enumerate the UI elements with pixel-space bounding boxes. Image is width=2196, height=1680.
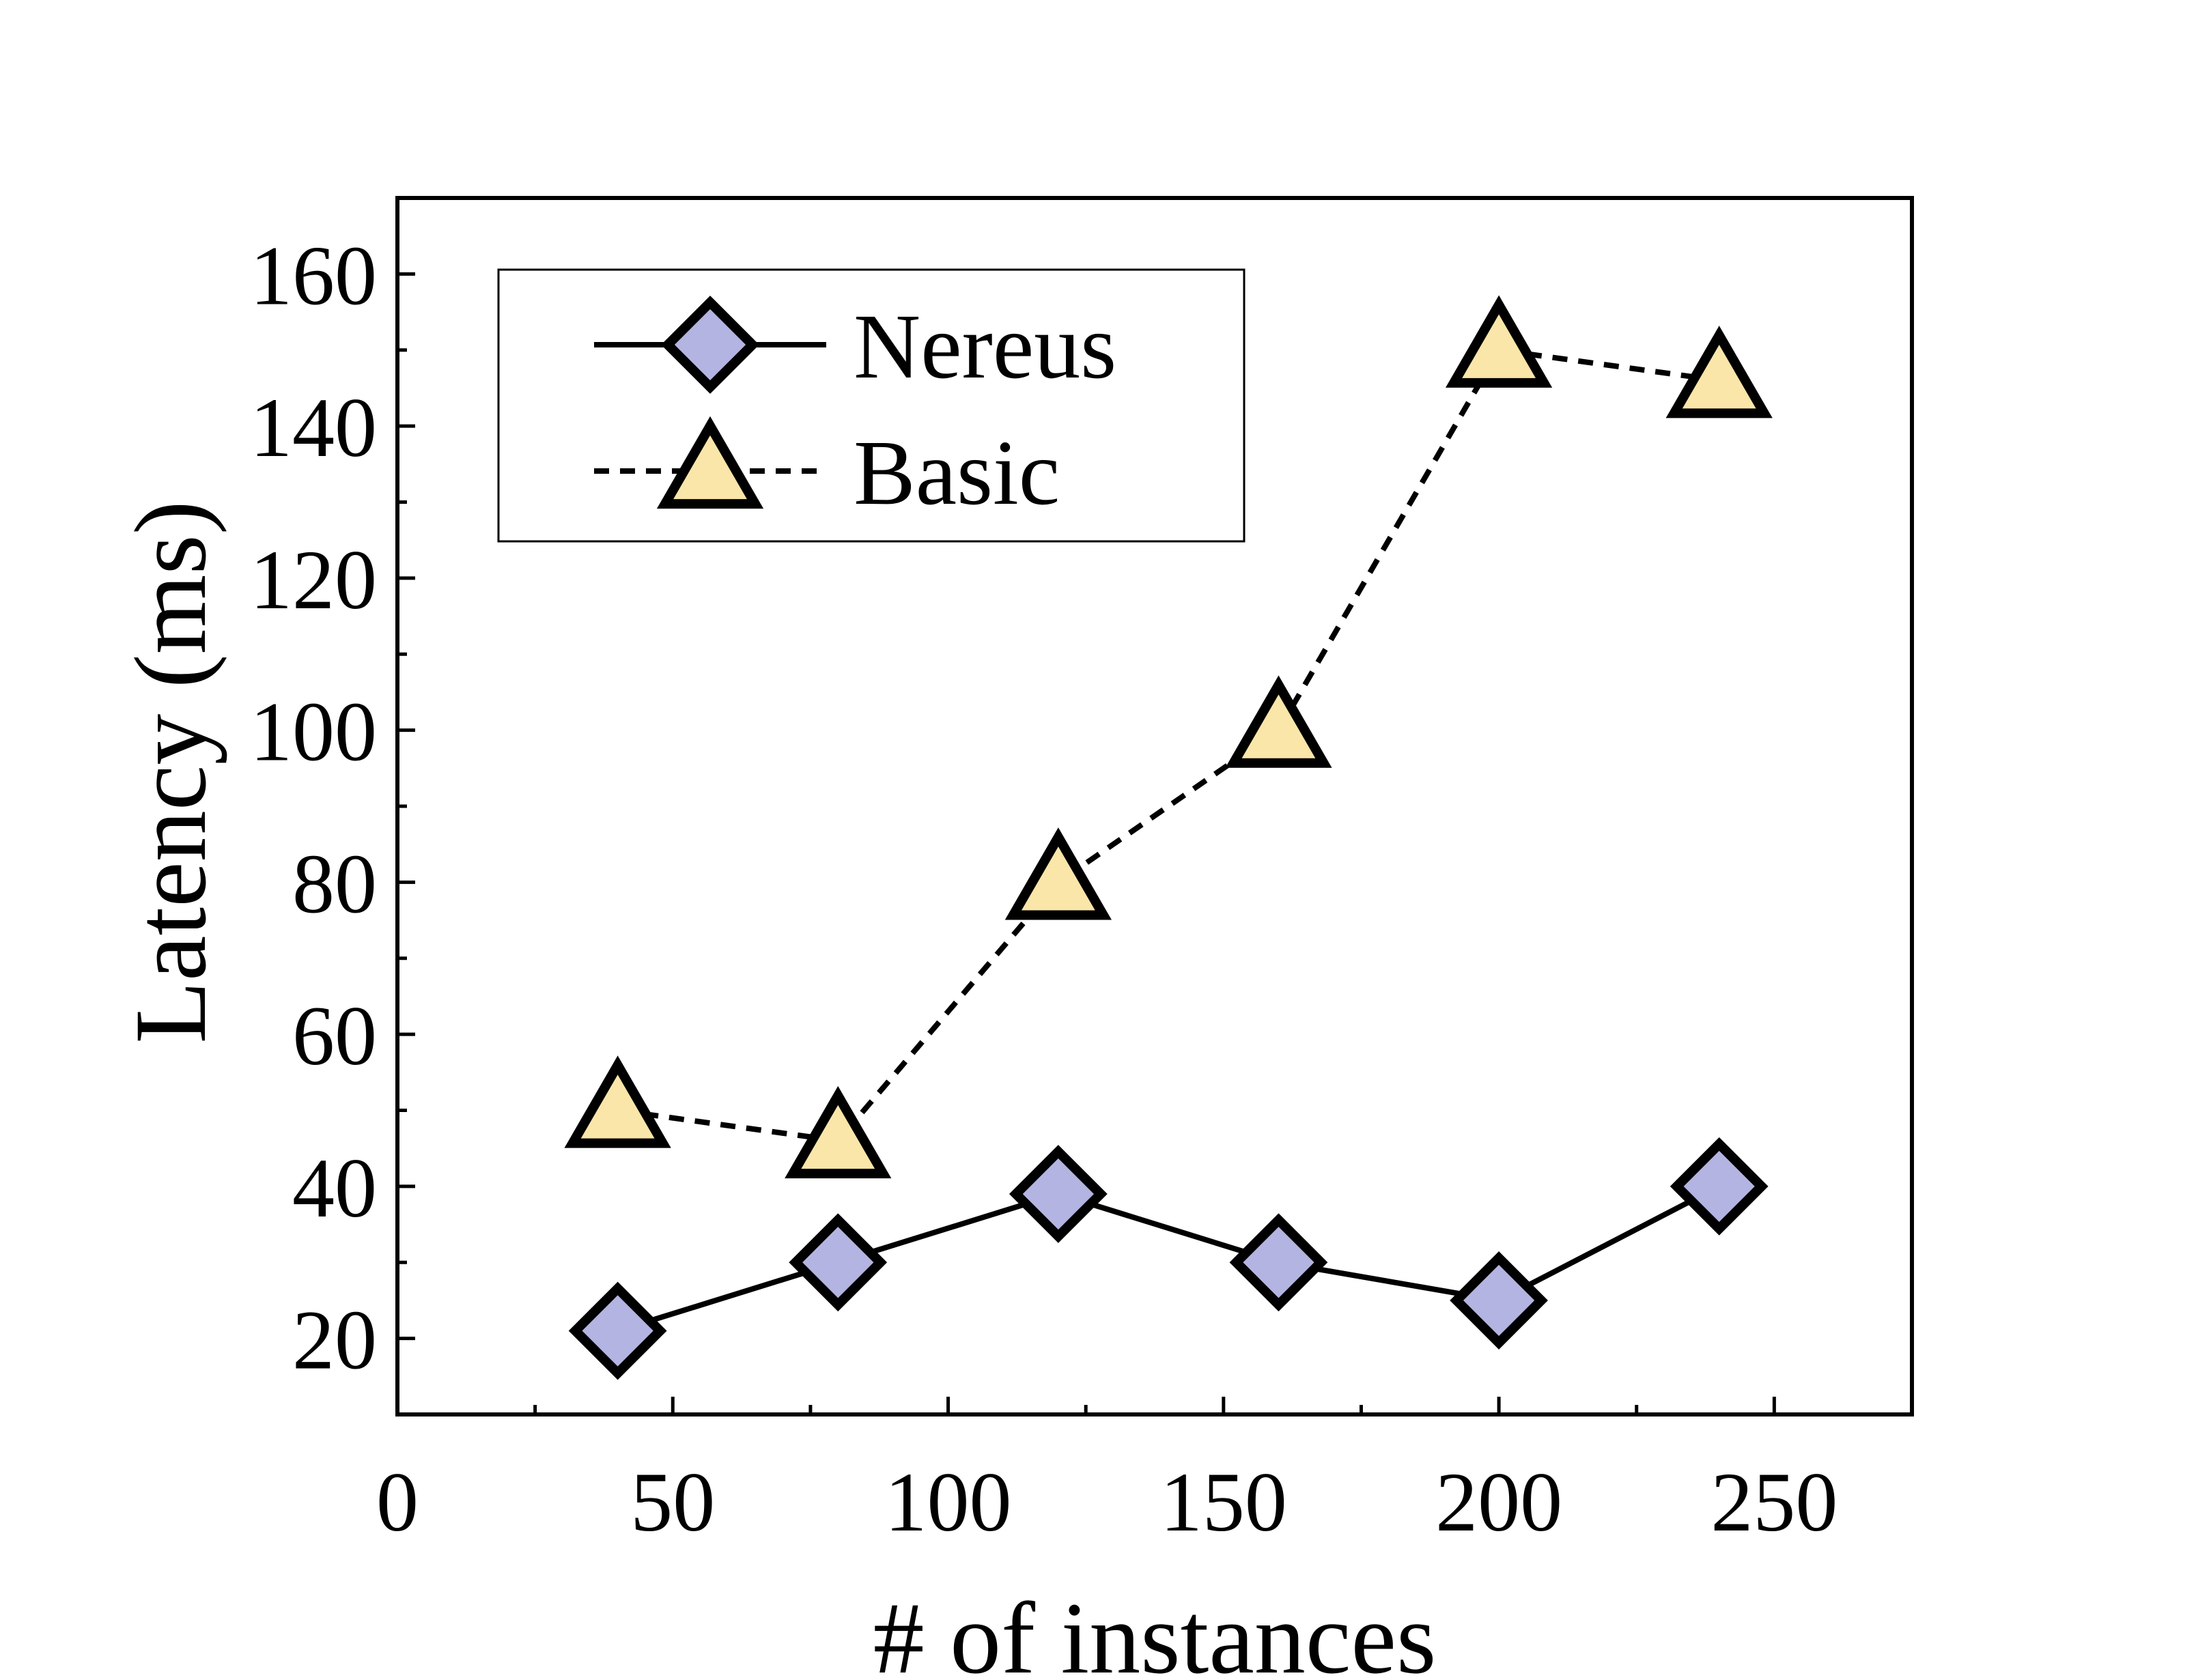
basic-point [1004,827,1112,920]
plot-layer [564,295,1773,1380]
x-tick-label: 50 [630,1455,715,1549]
legend-marker-basic [656,416,764,509]
x-tick-label: 200 [1435,1455,1562,1549]
nereus-point [1229,1213,1328,1312]
series-line-nereus [617,1184,1721,1334]
legend-marker-nereus [661,296,759,394]
nereus-point [789,1213,888,1312]
y-tick-label: 140 [250,381,377,474]
basic-point [1665,326,1773,418]
x-axis-title: # of instances [873,1582,1437,1680]
basic-point [1445,295,1553,388]
basic-point [785,1085,892,1179]
legend-label-nereus: Nereus [854,296,1116,398]
y-tick-label: 20 [292,1294,377,1387]
y-axis-title: Latency (ms) [114,500,227,1043]
legend: Nereus Basic [497,268,1245,543]
legend-box [497,268,1245,543]
y-tick-label: 80 [292,837,377,930]
nereus-point [568,1281,667,1380]
y-tick-label: 40 [292,1141,377,1235]
basic-point [1225,675,1332,768]
nereus-point [1450,1251,1548,1350]
x-tick-label: 150 [1160,1455,1287,1549]
nereus-point [1009,1145,1108,1243]
y-tick-label: 160 [250,229,377,322]
x-tick-label: 100 [885,1455,1012,1549]
legend-label-basic: Basic [854,422,1060,524]
y-tick-label: 100 [250,685,377,779]
series-line-basic [617,347,1720,1144]
y-tick-label: 60 [292,989,377,1083]
nereus-point [1670,1137,1769,1236]
x-tick-label: 250 [1711,1455,1838,1549]
y-tick-label: 120 [250,533,377,627]
basic-point [564,1055,671,1148]
axis-ticks: 0 50 100 150 200 250 20 40 60 80 100 120 140 160 [250,229,1838,1549]
x-tick-label: 0 [376,1455,419,1549]
